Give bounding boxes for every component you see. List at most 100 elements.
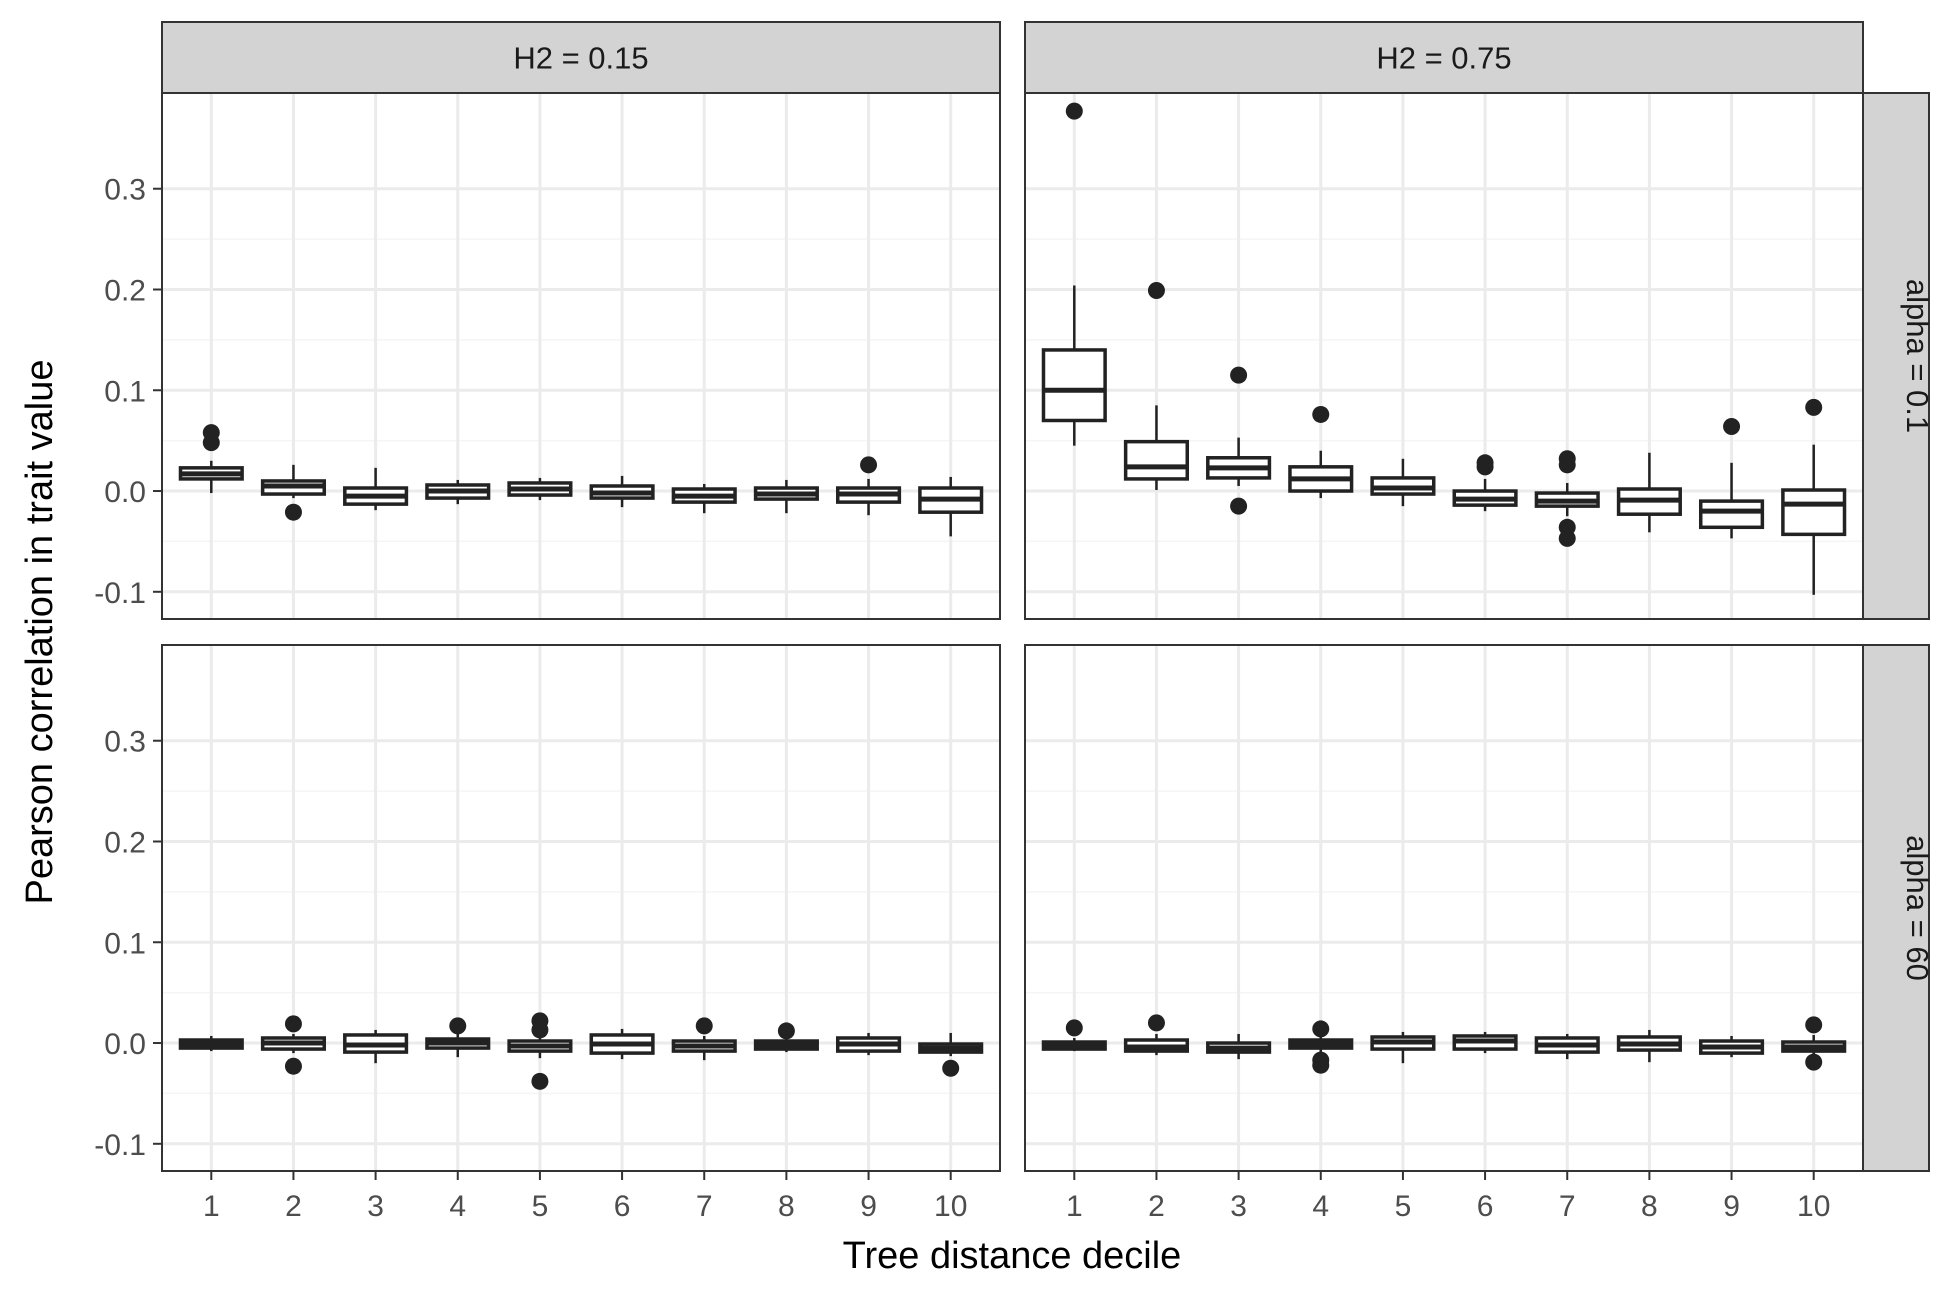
panel-border	[161, 644, 1001, 1172]
box-iqr	[1698, 499, 1765, 530]
panel-1-1	[1024, 644, 1864, 1172]
axes-layer: -0.1 0.0 0.1 0.2 0.3 -0.1 0.0 0.1 0.2 0.3 1 2 3 4 5 6 7 8…	[94, 174, 1830, 1223]
x-axis-title: Tree distance decile	[843, 1235, 1182, 1277]
outlier-point	[531, 1072, 549, 1090]
x-tick-label: 8	[778, 1190, 795, 1223]
facet-strip-row	[1862, 92, 1930, 620]
box-iqr	[1781, 488, 1847, 537]
x-tick-label: 1	[203, 1190, 220, 1223]
outlier-point	[202, 424, 220, 442]
box-category-6	[1452, 454, 1518, 512]
box-category-5	[1370, 458, 1436, 507]
box-category-3	[1206, 366, 1272, 515]
box-category-3	[343, 467, 409, 511]
box-category-2	[260, 464, 327, 521]
facet-strip-col	[161, 21, 1001, 94]
x-tick-label: 5	[532, 1190, 549, 1223]
y-tick-label: 0.0	[104, 1028, 146, 1061]
box-category-2	[1123, 1014, 1190, 1056]
outlier-point	[1147, 1014, 1165, 1032]
box-category-1	[178, 1035, 244, 1052]
facet-strip-row-label: alpha = 60	[1900, 835, 1935, 981]
facet-strip-col-label: H2 = 0.15	[513, 41, 648, 76]
box-category-3	[1206, 1033, 1272, 1060]
box-category-3	[343, 1029, 409, 1064]
outlier-point	[1805, 1016, 1823, 1034]
facet-strips: H2 = 0.15 H2 = 0.75 alpha = 0.1 alpha = 60	[161, 21, 1935, 1172]
box-category-7	[1534, 1033, 1600, 1060]
box-category-4	[1288, 1020, 1354, 1074]
outlier-point	[449, 1017, 467, 1035]
outlier-point	[1558, 456, 1576, 474]
x-tick-label: 10	[1797, 1190, 1830, 1223]
outlier-point	[1065, 102, 1083, 120]
outlier-point	[1805, 1053, 1823, 1071]
x-tick-label: 9	[860, 1190, 877, 1223]
y-tick-label: 0.0	[104, 476, 146, 509]
panel-background	[162, 93, 1000, 619]
box-category-9	[835, 456, 902, 516]
x-tick-label: 1	[1066, 1190, 1083, 1223]
box-category-10	[1781, 1016, 1847, 1071]
outlier-point	[1312, 1056, 1330, 1074]
x-tick-label: 7	[1559, 1190, 1576, 1223]
outlier-point	[1312, 1020, 1330, 1038]
box-category-7	[671, 1017, 737, 1061]
box-category-2	[1123, 282, 1190, 491]
outlier-point	[1558, 529, 1576, 547]
box-category-5	[507, 1012, 573, 1090]
box-category-10	[918, 476, 984, 537]
panels-layer	[161, 92, 1864, 1172]
box-category-1	[1041, 102, 1107, 446]
box-category-1	[1041, 1019, 1107, 1052]
panel-background	[162, 645, 1000, 1171]
box-iqr	[1123, 439, 1190, 481]
box-category-4	[425, 1017, 491, 1058]
y-axis-title: Pearson correlation in trait value	[19, 360, 61, 905]
outlier-point	[942, 1059, 960, 1077]
outlier-point	[695, 1017, 713, 1035]
panel-0-0	[161, 92, 1001, 620]
box-category-9	[835, 1032, 902, 1056]
box-category-10	[918, 1032, 984, 1077]
facet-strip-row	[1862, 644, 1930, 1172]
y-tick-label: 0.1	[104, 927, 146, 960]
box-category-6	[589, 1028, 655, 1060]
box-category-8	[753, 1022, 819, 1053]
x-tick-label: 3	[367, 1190, 384, 1223]
box-category-6	[1452, 1031, 1518, 1054]
box-category-10	[1781, 398, 1847, 595]
panel-0-1	[1024, 92, 1864, 620]
facet-strip-row-label: alpha = 0.1	[1900, 279, 1935, 433]
box-category-6	[589, 475, 655, 508]
x-tick-label: 2	[1148, 1190, 1165, 1223]
x-tick-label: 2	[285, 1190, 302, 1223]
box-category-9	[1698, 418, 1765, 539]
outlier-point	[1312, 405, 1330, 423]
facet-strip-col	[1024, 21, 1864, 94]
outlier-point	[284, 1057, 302, 1075]
x-tick-label: 6	[1477, 1190, 1494, 1223]
x-tick-label: 4	[1312, 1190, 1329, 1223]
x-tick-label: 4	[449, 1190, 466, 1223]
outlier-point	[1476, 458, 1494, 476]
box-iqr	[1041, 348, 1107, 423]
box-category-8	[1616, 1029, 1682, 1063]
outlier-point	[1147, 282, 1165, 300]
facet-strip-col-label: H2 = 0.75	[1376, 41, 1511, 76]
y-tick-label: -0.1	[94, 577, 146, 610]
outlier-point	[284, 1015, 302, 1033]
outlier-point	[860, 456, 878, 474]
box-category-4	[1288, 405, 1354, 499]
panel-background	[1025, 645, 1863, 1171]
outlier-point	[284, 503, 302, 521]
box-category-8	[1616, 452, 1682, 533]
box-category-8	[753, 479, 819, 514]
box-category-5	[1370, 1031, 1436, 1064]
panel-background	[1025, 93, 1863, 619]
panel-1-0	[161, 644, 1001, 1172]
y-tick-label: 0.2	[104, 274, 146, 307]
outlier-point	[1065, 1019, 1083, 1037]
x-tick-label: 10	[934, 1190, 967, 1223]
